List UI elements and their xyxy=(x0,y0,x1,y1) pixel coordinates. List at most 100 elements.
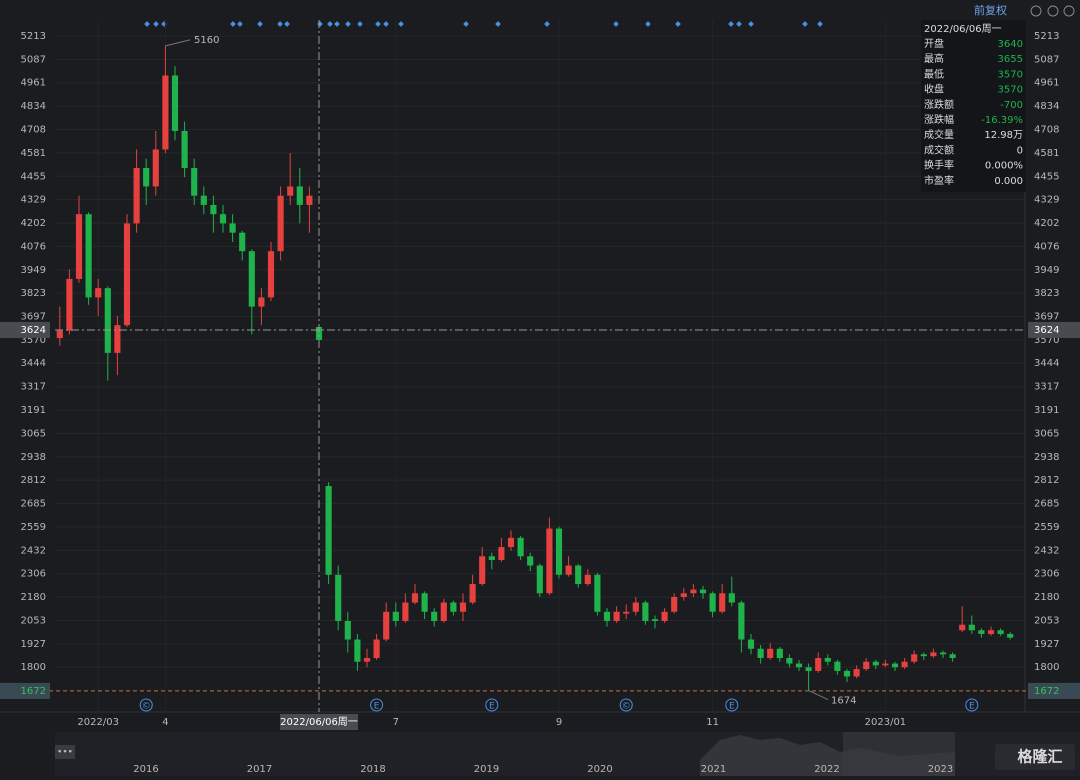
y-tick-label-left: 3570 xyxy=(21,335,46,346)
candle-body xyxy=(603,611,611,622)
candle-body xyxy=(315,326,323,340)
zoom-in-button[interactable] xyxy=(1063,5,1075,17)
navigator-handle-dots: ••• xyxy=(57,748,73,758)
crosshair-price-box-left xyxy=(0,321,50,338)
y-tick-label-left: 2053 xyxy=(21,615,46,626)
candle-body xyxy=(210,204,217,215)
candle-body xyxy=(709,593,716,612)
candle-body xyxy=(239,232,246,252)
candle-body xyxy=(411,593,419,603)
y-tick-label-right: 4076 xyxy=(1034,241,1059,252)
candle-body xyxy=(575,565,582,585)
candle-body xyxy=(834,661,841,671)
candle-body xyxy=(200,195,207,205)
candle-body xyxy=(786,658,793,664)
y-tick-label-left: 4076 xyxy=(21,241,46,252)
candle-body xyxy=(431,611,438,622)
bottom-line-label-left-box xyxy=(0,682,50,699)
y-tick-label-right: 3317 xyxy=(1034,382,1059,393)
y-tick-label-right: 1800 xyxy=(1034,662,1059,673)
info-label: 换手率 xyxy=(924,159,954,172)
candle-body xyxy=(469,584,476,603)
candle-body xyxy=(383,611,390,640)
y-tick-label-right: 2559 xyxy=(1034,522,1059,533)
y-tick-label-right: 3570 xyxy=(1034,335,1059,346)
candle-body xyxy=(613,611,620,622)
navigator-year: 2017 xyxy=(247,764,272,775)
y-tick-label-left: 3823 xyxy=(21,288,46,299)
candle-body xyxy=(632,602,639,612)
bottom-line-label-right-box xyxy=(1028,682,1080,699)
adjust-label[interactable]: 前复权 xyxy=(974,3,1007,17)
logo-box xyxy=(995,744,1075,770)
candle-body xyxy=(930,652,937,657)
navigator-year: 2020 xyxy=(587,764,612,775)
candle-body xyxy=(373,639,380,659)
candle-body xyxy=(671,596,678,612)
navigator-year: 2023 xyxy=(928,764,953,775)
y-tick-label-left: 4581 xyxy=(21,148,46,159)
candle-body xyxy=(488,556,495,560)
candle-body xyxy=(546,528,553,594)
candle-body xyxy=(939,652,947,655)
event-label: © xyxy=(142,702,151,712)
info-value: 0 xyxy=(1017,145,1023,156)
candle-body xyxy=(277,195,284,252)
y-tick-label-left: 5213 xyxy=(21,31,46,42)
candle-body xyxy=(959,624,966,631)
candle-body xyxy=(104,288,111,353)
candle-body xyxy=(767,648,774,659)
candle-body xyxy=(872,661,879,666)
candle-body xyxy=(498,547,505,560)
info-label: 涨跌额 xyxy=(924,98,954,111)
candle-body xyxy=(335,574,342,622)
y-tick-label-left: 4708 xyxy=(21,124,46,135)
candle-body xyxy=(114,325,121,353)
navigator-handle[interactable] xyxy=(55,745,75,759)
y-tick-label-left: 4329 xyxy=(21,195,46,206)
info-value: 12.98万 xyxy=(984,130,1023,141)
info-value: 0.000% xyxy=(985,161,1023,172)
event-marker xyxy=(485,698,499,712)
candle-body xyxy=(306,195,313,205)
y-tick-label-right: 4329 xyxy=(1034,195,1059,206)
candle-body xyxy=(920,654,927,657)
y-tick-label-left: 3444 xyxy=(21,358,46,369)
candle-body xyxy=(479,556,486,585)
y-tick-label-right: 3949 xyxy=(1034,265,1059,276)
candle-body xyxy=(805,667,812,671)
candle-body xyxy=(824,658,831,662)
candle-body xyxy=(651,619,659,622)
y-tick-label-right: 2306 xyxy=(1034,569,1059,580)
y-tick-label-left: 1800 xyxy=(21,662,46,673)
candle-body xyxy=(863,661,870,670)
candle-body xyxy=(392,611,399,622)
candle-body xyxy=(421,593,428,612)
navigator-window[interactable] xyxy=(843,732,955,776)
candle-body xyxy=(901,661,908,668)
candle-body xyxy=(594,574,601,612)
candle-body xyxy=(815,658,822,671)
navigator-year: 2022 xyxy=(814,764,839,775)
candle-body xyxy=(248,251,255,307)
candle-body xyxy=(555,528,563,575)
candle-body xyxy=(776,648,783,659)
info-label: 成交额 xyxy=(924,143,954,156)
y-tick-label-right: 2432 xyxy=(1034,545,1059,556)
y-tick-label-right: 5213 xyxy=(1034,31,1059,42)
candle-body xyxy=(450,602,457,612)
bottom-line-label-right: 1672 xyxy=(1034,686,1059,697)
x-tick-label: 11 xyxy=(706,717,719,728)
candle-body xyxy=(642,602,649,622)
crosshair-price-box-right xyxy=(1028,321,1080,338)
info-panel xyxy=(921,20,1026,192)
y-tick-label-right: 3444 xyxy=(1034,358,1059,369)
y-tick-label-left: 4834 xyxy=(21,101,46,112)
zoom-out-button[interactable] xyxy=(1047,5,1059,17)
candle-body xyxy=(719,593,726,612)
candle-body xyxy=(363,658,371,662)
y-tick-label-left: 2938 xyxy=(21,452,46,463)
event-label: © xyxy=(622,702,631,712)
reset-button[interactable] xyxy=(1030,5,1042,17)
